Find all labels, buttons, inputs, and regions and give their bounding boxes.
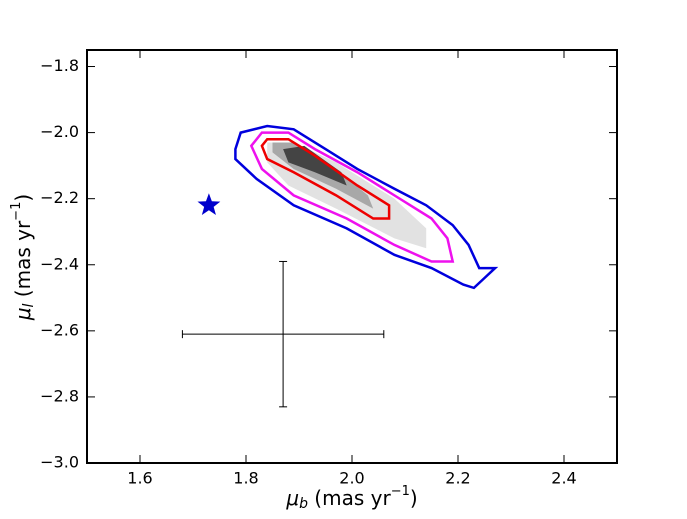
filled-contour — [283, 145, 347, 186]
contour-line — [260, 137, 391, 220]
plot-frame — [86, 49, 618, 464]
y-tick-label: −2.8 — [40, 386, 79, 405]
contour-line — [234, 124, 499, 290]
y-tick-label: −1.8 — [40, 56, 79, 75]
y-tick-label: −2.4 — [40, 254, 79, 273]
y-tick-label: −2.6 — [40, 320, 79, 339]
star-marker — [197, 193, 221, 215]
y-tick-label: −3.0 — [40, 453, 79, 472]
y-axis-label: μl (mas yr−1) — [9, 194, 38, 321]
x-tick-label: 1.6 — [127, 469, 152, 488]
y-tick-label: −2.2 — [40, 188, 79, 207]
x-axis-label: μb (mas yr−1) — [285, 484, 417, 513]
x-tick-label: 2.0 — [339, 469, 364, 488]
x-tick-label: 2.2 — [445, 469, 470, 488]
x-tick-label: 2.4 — [551, 469, 576, 488]
x-tick-label: 1.8 — [233, 469, 258, 488]
y-tick-label: −2.0 — [40, 122, 79, 141]
contour-line — [249, 131, 455, 263]
